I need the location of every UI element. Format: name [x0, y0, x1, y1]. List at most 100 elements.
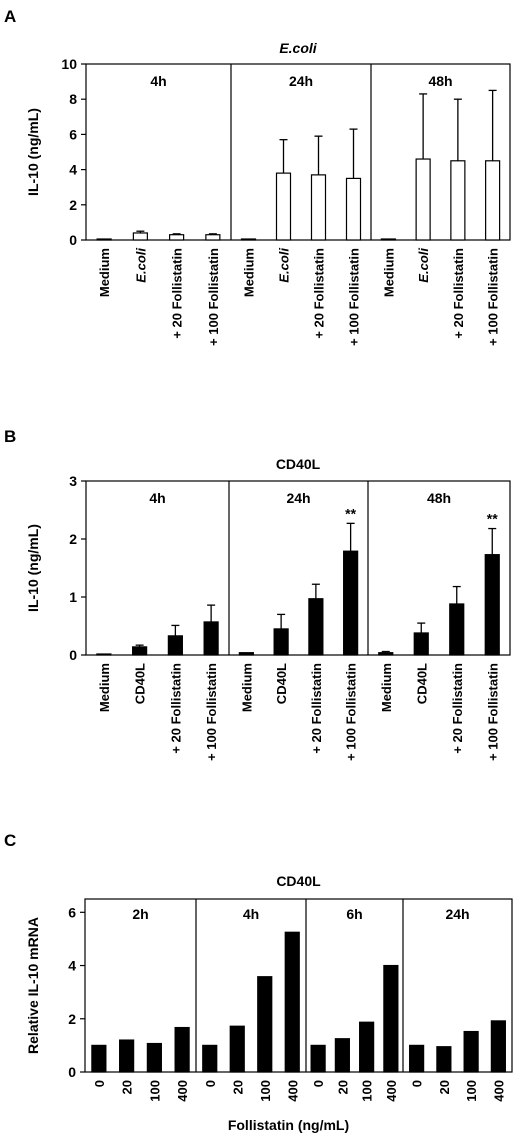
category-label: + 100 Follistatin [204, 663, 219, 761]
category-label: 0 [311, 1080, 326, 1087]
bar [310, 1044, 326, 1073]
bar [119, 1039, 135, 1073]
chart-title: CD40L [276, 456, 321, 472]
category-label: 100 [464, 1080, 479, 1102]
bar [146, 1042, 162, 1073]
y-tick-label: 0 [69, 647, 77, 663]
category-label: E.coli [133, 248, 148, 283]
y-tick-label: 2 [69, 197, 77, 213]
x-axis-label: Follistatin (ng/mL) [228, 1117, 349, 1133]
bar [202, 1044, 218, 1073]
category-label: 100 [360, 1080, 375, 1102]
y-tick-label: 2 [69, 531, 77, 547]
y-tick-label: 6 [68, 904, 76, 920]
category-label: CD40L [133, 663, 148, 704]
category-label: 20 [437, 1080, 452, 1094]
category-label: 20 [120, 1080, 135, 1094]
bar [96, 238, 112, 241]
bar [229, 1025, 245, 1073]
bar [436, 1046, 452, 1073]
panel-letter-a: A [4, 7, 16, 26]
bar [96, 653, 112, 656]
bar [378, 652, 394, 656]
group-label: 4h [149, 490, 165, 506]
bar [167, 635, 183, 656]
plot-frame [85, 63, 511, 241]
y-tick-label: 6 [69, 126, 77, 142]
group-label: 4h [150, 73, 166, 89]
bar [257, 976, 273, 1073]
category-label: E.coli [277, 248, 292, 283]
significance-marker: ** [345, 505, 356, 521]
category-label: CD40L [414, 663, 429, 704]
group-label: 4h [243, 906, 259, 922]
bar [380, 238, 396, 241]
bar [205, 234, 221, 241]
category-label: 400 [285, 1080, 300, 1102]
category-label: 20 [335, 1080, 350, 1094]
chart-panel-a: E.coli 0 2 4 6 8 10 IL-10 (ng/mL) 4h Medium E.coli… [25, 40, 511, 346]
bar [238, 652, 254, 656]
bar [484, 554, 500, 656]
bar [169, 234, 185, 241]
category-label: 0 [92, 1080, 107, 1087]
chart-title: CD40L [276, 873, 321, 889]
category-label: + 100 Follistatin [347, 248, 362, 346]
category-label: Medium [239, 663, 254, 712]
bar [485, 160, 501, 241]
bar [359, 1021, 375, 1073]
category-label: E.coli [416, 248, 431, 283]
bar [308, 598, 324, 656]
category-label: + 100 Follistatin [344, 663, 359, 761]
group-label: 48h [428, 73, 452, 89]
bar [284, 931, 300, 1073]
bar [383, 964, 399, 1073]
bar [415, 158, 431, 241]
bar [174, 1026, 190, 1073]
bar [343, 550, 359, 656]
y-tick-label: 8 [69, 91, 77, 107]
category-label: 400 [175, 1080, 190, 1102]
chart-title: E.coli [279, 40, 317, 56]
y-tick-label: 1 [69, 589, 77, 605]
category-label: Medium [379, 663, 394, 712]
category-label: 400 [491, 1080, 506, 1102]
category-label: Medium [242, 248, 257, 297]
category-label: + 100 Follistatin [486, 248, 501, 346]
category-label: + 20 Follistatin [170, 248, 185, 339]
bar [450, 160, 466, 241]
bar [334, 1038, 350, 1073]
group-label: 2h [132, 906, 148, 922]
group-label: 48h [427, 490, 451, 506]
panel-letter-b: B [4, 427, 16, 446]
category-label: 20 [230, 1080, 245, 1094]
bar [449, 603, 465, 656]
bar [413, 632, 429, 656]
significance-marker: ** [487, 511, 498, 527]
bar [132, 646, 148, 656]
y-tick-label: 0 [68, 1064, 76, 1080]
bar [409, 1044, 425, 1073]
category-label: 0 [410, 1080, 425, 1087]
bar [240, 238, 257, 241]
category-label: Medium [381, 248, 396, 297]
y-tick-label: 0 [69, 232, 77, 248]
category-label: + 100 Follistatin [206, 248, 221, 346]
category-label: + 20 Follistatin [451, 248, 466, 339]
category-label: Medium [97, 248, 112, 297]
y-tick-label: 3 [69, 473, 77, 489]
bar [132, 232, 148, 241]
category-label: + 20 Follistatin [450, 663, 465, 754]
category-label: 100 [147, 1080, 162, 1102]
group-label: 24h [286, 490, 310, 506]
bar [275, 172, 292, 241]
y-tick-label: 4 [69, 162, 77, 178]
bar [490, 1020, 506, 1073]
bar [273, 628, 289, 656]
bar [345, 177, 362, 241]
chart-panel-b: CD40L 0 1 2 3 IL-10 (ng/mL) 4h Medium CD40L + 20 … [25, 456, 511, 761]
category-label: + 20 Follistatin [168, 663, 183, 754]
category-label: 100 [258, 1080, 273, 1102]
group-label: 6h [346, 906, 362, 922]
category-label: + 100 Follistatin [485, 663, 500, 761]
